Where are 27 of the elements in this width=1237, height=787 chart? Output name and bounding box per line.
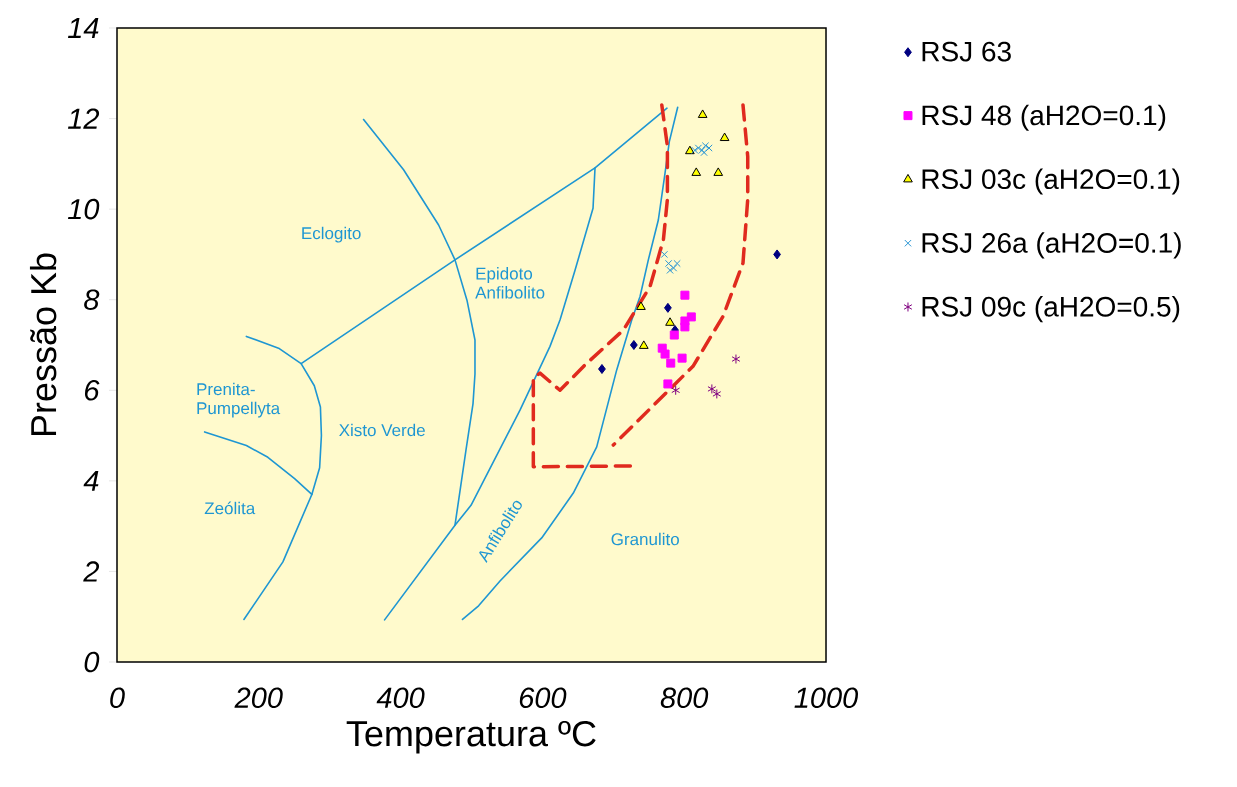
y-tick-label: 0 — [84, 651, 100, 673]
legend-label: RSJ 26a (aH2O=0.1) — [922, 232, 1181, 259]
legend-label: RSJ 09c (aH2O=0.5) — [922, 296, 1180, 323]
y-tick-label: 14 — [67, 18, 99, 38]
y-tick-label: 10 — [67, 198, 100, 220]
annotation: Eclogito — [302, 226, 361, 243]
y-tick-label: 4 — [83, 470, 99, 491]
legend-label: RSJ 48 (aH2O=0.1) — [922, 104, 1166, 131]
x-tick-label: 600 — [519, 687, 567, 709]
y-tick-label: 6 — [84, 380, 100, 401]
y-tick-label: 12 — [67, 108, 100, 129]
annotation: Epidoto Anfibolito — [475, 267, 545, 299]
x-tick-label: 200 — [234, 687, 283, 709]
x-tick-label: 1000 — [794, 687, 859, 709]
annotation: Granulito — [611, 532, 679, 546]
y-tick-label: 8 — [84, 289, 100, 310]
x-tick-label: 0 — [110, 687, 125, 709]
y-tick-label: 2 — [83, 561, 100, 582]
legend-label: RSJ 63 — [922, 41, 1011, 62]
x-axis-title: Temperatura ºC — [346, 720, 596, 754]
annotation: Xisto Verde — [339, 423, 425, 437]
annotation: Zeólita — [204, 501, 256, 515]
x-tick-label: 800 — [660, 687, 709, 709]
annotation: Prenita-Pumpellyta — [197, 382, 281, 418]
y-axis-title: Pressão Kb — [29, 253, 57, 436]
legend-label: RSJ 03c (aH2O=0.1) — [922, 168, 1180, 195]
x-tick-label: 400 — [376, 687, 425, 709]
